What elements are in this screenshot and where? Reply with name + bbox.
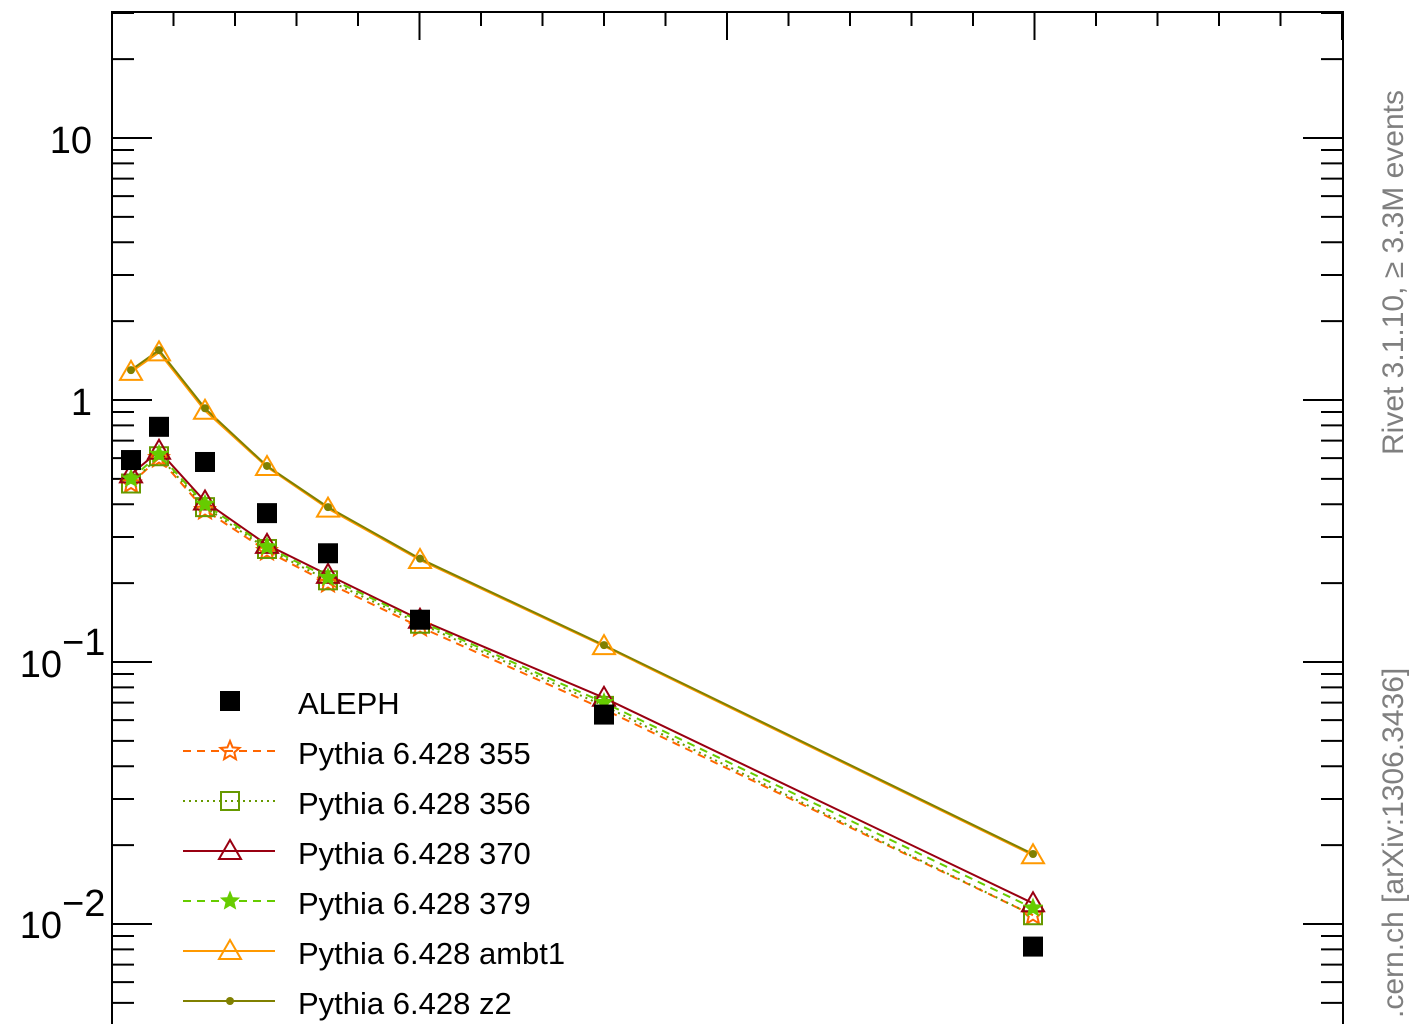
ytick-label-10: 10 (50, 120, 92, 162)
legend-marker-series-1 (220, 791, 240, 811)
y-ticks (112, 11, 1343, 1004)
data-point-1 (149, 416, 169, 437)
series-4-point-2 (192, 397, 218, 420)
series-0-point-0 (119, 470, 143, 494)
series-0-point-2 (193, 497, 217, 521)
series-line-0 (130, 456, 1034, 917)
series-5-point-7 (1029, 850, 1037, 859)
series-line-4 (130, 351, 1034, 857)
series-markers (118, 339, 1046, 926)
ytick-label-0.01-exp: −2 (62, 883, 105, 925)
x-ticks (111, 12, 1343, 40)
data-point-4 (318, 543, 338, 564)
legend-marker-series-2 (217, 838, 243, 860)
data-points (121, 416, 1043, 957)
ytick-label-0.01: 10 (20, 905, 62, 947)
series-3-point-1 (148, 443, 170, 464)
series-3-point-3 (256, 536, 278, 556)
series-3-point-7 (1022, 897, 1044, 917)
ytick-label-0.1: 10 (20, 644, 62, 686)
series-4-point-7 (1020, 842, 1046, 865)
series-0-point-1 (147, 445, 171, 469)
legend-marker-series-3 (219, 890, 241, 910)
legend-label-series-3: Pythia 6.428 379 (298, 886, 531, 921)
series-3-point-2 (194, 493, 216, 513)
legend-marker-series-4 (217, 938, 243, 960)
legend-marker-series-5 (226, 997, 234, 1005)
series-2-point-2 (192, 488, 218, 511)
series-4-point-5 (407, 547, 433, 570)
series-5-point-2 (201, 404, 209, 413)
data-point-2 (195, 451, 215, 472)
series-4-point-6 (591, 633, 617, 656)
series-0-point-4 (316, 570, 340, 594)
legend: ALEPH Pythia 6.428 355 Pythia 6.428 356 … (183, 686, 565, 1021)
ytick-label-0.1-exp: −1 (62, 622, 105, 664)
series-5-point-5 (416, 554, 424, 563)
series-5-point-4 (324, 503, 332, 512)
series-2-point-4 (315, 561, 341, 584)
legend-label-data: ALEPH (298, 686, 400, 721)
series-4-point-1 (146, 339, 172, 362)
series-line-1 (130, 454, 1034, 917)
data-point-5 (410, 609, 430, 630)
data-point-3 (257, 503, 277, 524)
data-point-6 (594, 704, 614, 725)
series-line-5 (130, 348, 1034, 855)
data-point-7 (1023, 936, 1043, 957)
legend-label-series-4: Pythia 6.428 ambt1 (298, 936, 565, 971)
plot-frame (111, 11, 1344, 1024)
series-4-point-3 (254, 453, 280, 476)
ytick-label-1: 1 (71, 382, 92, 424)
series-3-point-4 (317, 566, 339, 587)
legend-label-series-5: Pythia 6.428 z2 (298, 986, 512, 1021)
legend-label-series-0: Pythia 6.428 355 (298, 736, 531, 771)
series-lines (130, 348, 1034, 917)
data-point-0 (121, 450, 141, 471)
legend-label-series-1: Pythia 6.428 356 (298, 786, 531, 821)
series-line-3 (130, 453, 1034, 910)
rivet-version-text: Rivet 3.1.10, ≥ 3.3M events (1377, 90, 1410, 455)
series-4-point-4 (315, 495, 341, 518)
legend-marker-series-0 (218, 738, 242, 762)
series-5-point-6 (600, 641, 608, 650)
series-5-point-1 (155, 346, 163, 355)
legend-symbol-data (220, 691, 240, 711)
series-5-point-3 (263, 461, 271, 470)
legend-symbols (183, 691, 275, 1005)
arxiv-reference-text: .cern.ch [arXiv:1306.3436] (1377, 668, 1410, 1018)
series-5-point-0 (127, 366, 135, 375)
legend-label-series-2: Pythia 6.428 370 (298, 836, 531, 871)
series-4-point-0 (118, 358, 144, 381)
series-3-point-0 (120, 468, 142, 488)
